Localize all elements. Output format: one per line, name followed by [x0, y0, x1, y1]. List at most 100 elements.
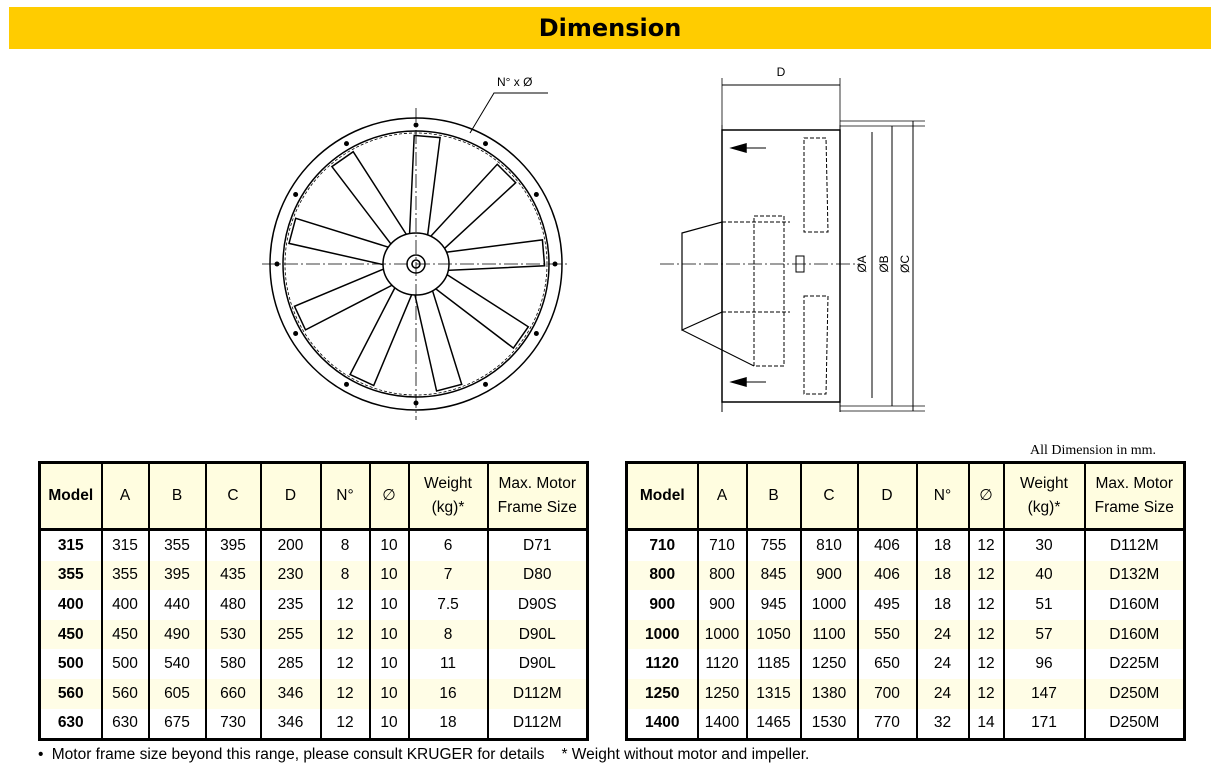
model-cell: 1000 [625, 619, 699, 650]
table-cell: 12 [319, 649, 371, 679]
table-cell: 200 [259, 529, 322, 561]
side-view-drawing [660, 78, 925, 412]
table-cell: D90L [486, 649, 589, 679]
table-cell: 490 [147, 619, 207, 650]
model-cell: 1250 [625, 678, 699, 709]
table-row: 400 400 440 480 235 12 10 7.5 D90S [38, 590, 589, 620]
table-cell: D90L [486, 619, 589, 650]
model-cell: 315 [38, 529, 103, 561]
footnotes: • Motor frame size beyond this range, pl… [38, 746, 813, 764]
motor-frame-note: Motor frame size beyond this range, plea… [51, 746, 545, 763]
bolt-hole [344, 381, 349, 387]
table-cell: 1120 [696, 649, 748, 679]
table-cell: 675 [147, 708, 207, 740]
column-header: Model [625, 462, 699, 531]
column-header: B [147, 462, 207, 531]
bolt-hole [413, 400, 419, 406]
table-cell: 10 [368, 649, 410, 679]
table-cell: 630 [100, 708, 150, 740]
model-cell: 400 [38, 590, 103, 620]
table-cell: 12 [967, 560, 1005, 591]
table-row: 500 500 540 580 285 12 10 11 D90L [38, 649, 589, 679]
table-cell: D71 [486, 529, 589, 561]
table-cell: 770 [856, 708, 918, 740]
column-header: Max. Motor Frame Size [486, 462, 589, 531]
table-row: 1000 1000 1050 1100 550 24 12 57 D160M [625, 619, 1186, 650]
table-cell: D80 [486, 560, 589, 591]
table-cell: D250M [1083, 678, 1186, 709]
fan-blade [428, 163, 517, 252]
table-cell: 810 [799, 529, 859, 561]
column-header: C [204, 462, 262, 531]
table-cell: 24 [915, 649, 970, 679]
table-cell: 24 [915, 619, 970, 650]
table-cell: 480 [204, 590, 262, 620]
model-cell: 1400 [625, 708, 699, 740]
table-cell: 12 [319, 619, 371, 650]
table-cell: 10 [368, 619, 410, 650]
table-cell: 1050 [745, 619, 802, 650]
table-cell: D250M [1083, 708, 1186, 740]
table-cell: 700 [856, 678, 918, 709]
bolt-hole [533, 192, 539, 197]
table-cell: 24 [915, 678, 970, 709]
table-cell: 12 [319, 708, 371, 740]
diameter-a-label: ØA [855, 255, 869, 272]
table-cell: 235 [259, 590, 322, 620]
table-cell: D132M [1083, 560, 1186, 591]
table-cell: 1530 [799, 708, 859, 740]
table-cell: 406 [856, 529, 918, 561]
table-row: 315 315 355 395 200 8 10 6 D71 [38, 529, 589, 561]
bolt-hole [533, 331, 539, 336]
table-cell: 12 [967, 649, 1005, 679]
model-cell: 1120 [625, 649, 699, 679]
table-cell: 10 [368, 590, 410, 620]
table-cell: 12 [967, 590, 1005, 620]
table-cell: 440 [147, 590, 207, 620]
front-view-drawing [262, 92, 570, 420]
table-cell: 315 [100, 529, 150, 561]
table-cell: 550 [856, 619, 918, 650]
bolt-hole [483, 381, 488, 387]
model-cell: 630 [38, 708, 103, 740]
column-header: C [799, 462, 859, 531]
column-header: Weight (kg)* [1002, 462, 1086, 531]
table-cell: 1400 [696, 708, 748, 740]
model-cell: 710 [625, 529, 699, 561]
model-cell: 800 [625, 560, 699, 591]
table-cell: 355 [100, 560, 150, 591]
table-cell: D112M [486, 678, 589, 709]
bolt-hole-label: N° x Ø [497, 75, 532, 89]
table-cell: 1000 [696, 619, 748, 650]
table-cell: 660 [204, 678, 262, 709]
bolt-hole [293, 331, 299, 336]
table-cell: 395 [204, 529, 262, 561]
table-cell: 30 [1002, 529, 1086, 561]
table-row: 450 450 490 530 255 12 10 8 D90L [38, 619, 589, 650]
fan-blade [330, 150, 409, 248]
table-cell: D112M [1083, 529, 1186, 561]
table-cell: 900 [799, 560, 859, 591]
table-cell: 395 [147, 560, 207, 591]
column-header: A [100, 462, 150, 531]
bolt-hole [483, 141, 488, 147]
table-row: 1120 1120 1185 1250 650 24 12 96 D225M [625, 649, 1186, 679]
table-cell: 7 [407, 560, 489, 591]
table-cell: 16 [407, 678, 489, 709]
table-row: 800 800 845 900 406 18 12 40 D132M [625, 560, 1186, 591]
table-row: 1400 1400 1465 1530 770 32 14 171 D250M [625, 708, 1186, 740]
table-cell: 346 [259, 678, 322, 709]
table-cell: 500 [100, 649, 150, 679]
table-cell: 57 [1002, 619, 1086, 650]
table-cell: 900 [696, 590, 748, 620]
table-cell: 8 [319, 560, 371, 591]
table-cell: 605 [147, 678, 207, 709]
table-cell: 18 [915, 529, 970, 561]
table-cell: 1315 [745, 678, 802, 709]
table-cell: 1380 [799, 678, 859, 709]
table-cell: 945 [745, 590, 802, 620]
table-cell: 255 [259, 619, 322, 650]
table-cell: 435 [204, 560, 262, 591]
table-cell: 14 [967, 708, 1005, 740]
table-cell: 10 [368, 708, 410, 740]
